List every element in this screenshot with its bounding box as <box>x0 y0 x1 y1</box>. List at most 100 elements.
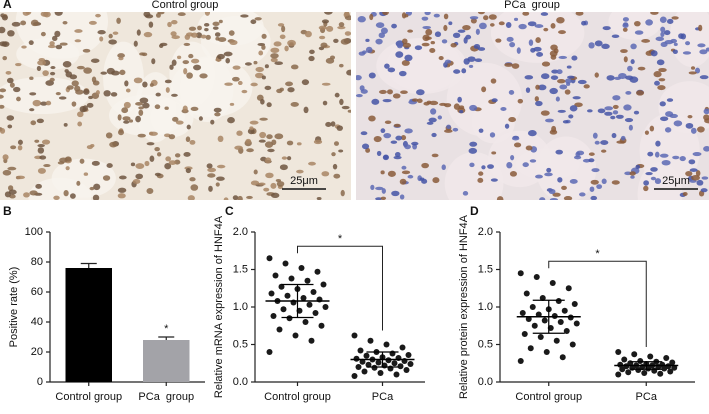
nucleus <box>135 163 145 169</box>
bar <box>143 340 190 382</box>
nucleus <box>30 19 39 27</box>
nucleus <box>506 161 513 169</box>
nucleus <box>549 198 559 200</box>
nucleus <box>623 56 628 63</box>
nucleus <box>379 89 387 95</box>
nucleus <box>188 53 194 59</box>
nucleus <box>331 152 336 157</box>
panel-letter: D <box>470 204 479 218</box>
nucleus <box>561 185 567 191</box>
data-point <box>314 268 321 275</box>
y-axis-label: Relative protein expression of HNF4A <box>458 214 470 399</box>
nucleus <box>597 108 606 114</box>
nucleus <box>624 118 634 123</box>
data-point <box>391 360 398 367</box>
nucleus <box>117 193 126 199</box>
nucleus <box>380 128 386 134</box>
nucleus <box>319 35 326 40</box>
data-point <box>397 363 404 370</box>
nucleus <box>43 164 51 168</box>
data-point <box>631 351 638 358</box>
data-point <box>519 310 526 316</box>
nucleus <box>0 88 7 93</box>
nucleus <box>360 131 368 136</box>
image-label: Control group <box>152 0 219 11</box>
nucleus <box>448 21 453 26</box>
nucleus <box>527 21 537 27</box>
nucleus <box>692 151 702 157</box>
nucleus <box>59 42 68 46</box>
data-point <box>557 319 564 325</box>
nucleus <box>83 172 89 176</box>
nucleus <box>175 120 184 125</box>
nucleus <box>186 124 191 130</box>
nucleus <box>149 155 155 162</box>
data-point <box>661 365 668 372</box>
nucleus <box>516 47 521 54</box>
data-point <box>517 358 524 364</box>
nucleus <box>191 58 200 64</box>
nucleus <box>571 55 578 61</box>
nucleus <box>685 122 694 129</box>
data-point <box>541 317 548 324</box>
nucleus <box>620 135 626 141</box>
nucleus <box>439 102 447 106</box>
nucleus <box>673 120 683 127</box>
nucleus <box>412 98 419 102</box>
nucleus <box>398 70 407 77</box>
nucleus <box>491 151 497 155</box>
nucleus <box>395 135 403 141</box>
nucleus <box>414 45 423 51</box>
nucleus <box>11 21 21 27</box>
nucleus <box>393 155 402 160</box>
nucleus <box>384 63 390 69</box>
nucleus <box>459 109 464 114</box>
nucleus <box>530 47 536 53</box>
nucleus <box>555 149 563 155</box>
nucleus <box>610 115 616 120</box>
data-point <box>310 289 317 295</box>
nucleus <box>250 180 260 186</box>
nucleus <box>643 180 650 186</box>
nucleus <box>228 30 235 36</box>
nucleus <box>382 154 389 161</box>
data-point <box>365 361 372 368</box>
nucleus <box>387 89 393 95</box>
nucleus <box>444 129 453 133</box>
y-tick-label: 1.5 <box>233 263 248 275</box>
nucleus <box>556 69 563 75</box>
lumen <box>444 152 504 200</box>
tissue <box>0 12 351 200</box>
y-tick-label: 40 <box>31 316 43 328</box>
nucleus <box>474 58 483 63</box>
nucleus <box>237 80 243 86</box>
nucleus <box>337 25 346 30</box>
nucleus <box>17 139 23 145</box>
nucleus <box>491 98 498 103</box>
nucleus <box>696 179 704 186</box>
nucleus <box>636 90 645 96</box>
nucleus <box>488 14 497 20</box>
nucleus <box>332 163 338 170</box>
nucleus <box>557 79 566 84</box>
nucleus <box>83 88 90 95</box>
nucleus <box>168 160 177 165</box>
nucleus <box>321 171 330 177</box>
y-tick-label: 0.0 <box>478 376 493 388</box>
data-point <box>298 265 305 271</box>
nucleus <box>246 148 254 153</box>
nucleus <box>660 26 666 33</box>
nucleus <box>416 98 423 104</box>
nucleus <box>545 118 554 123</box>
nucleus <box>404 144 411 150</box>
nucleus <box>217 135 224 143</box>
nucleus <box>105 132 113 139</box>
nucleus <box>490 178 498 182</box>
nucleus <box>469 162 475 168</box>
nucleus <box>601 178 607 185</box>
nucleus <box>286 156 292 161</box>
nucleus <box>182 105 188 112</box>
y-axis-label: Relative mRNA expression of HNF4A <box>213 215 225 398</box>
nucleus <box>407 29 413 33</box>
nucleus <box>697 126 705 133</box>
